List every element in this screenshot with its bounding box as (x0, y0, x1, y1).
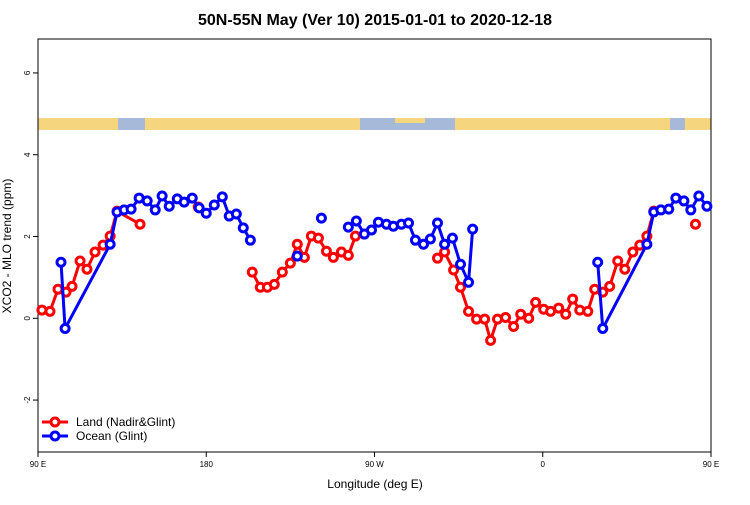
data-point (193, 202, 205, 214)
data-point (530, 296, 542, 308)
data-point (448, 264, 460, 276)
data-point (216, 191, 228, 203)
data-point (349, 230, 361, 242)
data-point (685, 204, 697, 216)
data-point (200, 207, 212, 219)
data-point (163, 200, 175, 212)
data-point (366, 224, 378, 236)
data-point (417, 238, 429, 250)
data-point (454, 281, 466, 293)
data-point (208, 199, 220, 211)
data-point (432, 217, 444, 229)
data-point (246, 266, 258, 278)
plot-frame (37, 38, 712, 453)
legend-label: Land (Nadir&Glint) (76, 415, 175, 429)
data-point (463, 276, 475, 288)
data-point (268, 278, 280, 290)
data-point (693, 190, 705, 202)
x-tick-label: 90 W (365, 460, 384, 469)
data-point (467, 223, 479, 235)
data-point (156, 190, 168, 202)
y-tick-label: 6 (23, 70, 32, 75)
data-point (508, 320, 520, 332)
x-tick-label: 0 (541, 460, 546, 469)
data-point (454, 258, 466, 270)
data-point (515, 308, 527, 320)
data-point (342, 221, 354, 233)
x-tick-label: 90 E (30, 460, 46, 469)
y-axis-label: XCO2 - MLO trend (ppm) (0, 179, 14, 314)
data-point (553, 302, 565, 314)
data-point (432, 252, 444, 264)
data-point (230, 208, 242, 220)
data-point (612, 255, 624, 267)
data-point (663, 203, 675, 215)
legend-item: Land (Nadir&Glint) (42, 415, 175, 429)
data-point (485, 334, 497, 346)
x-axis-label: Longitude (deg E) (327, 477, 422, 491)
data-point (582, 305, 594, 317)
y-tick-label: 0 (23, 316, 32, 321)
data-point (327, 251, 339, 263)
data-point (597, 323, 609, 335)
data-point (701, 200, 713, 212)
data-point (320, 245, 332, 257)
data-point (342, 249, 354, 261)
legend-item: Ocean (Glint) (42, 429, 147, 443)
legend-marker (49, 416, 61, 428)
data-point (134, 218, 146, 230)
data-point (523, 312, 535, 324)
data-point (604, 280, 616, 292)
data-point (403, 217, 415, 229)
chart-title: 50N-55N May (Ver 10) 2015-01-01 to 2020-… (198, 12, 552, 29)
data-point (312, 232, 324, 244)
data-point (55, 256, 67, 268)
data-point (627, 246, 639, 258)
x-tick-label: 90 E (703, 460, 719, 469)
data-point (125, 203, 137, 215)
series-line (59, 193, 709, 334)
y-tick-label: 4 (23, 152, 32, 157)
y-tick-label: -2 (23, 396, 32, 404)
data-point (500, 311, 512, 323)
data-point (439, 238, 451, 250)
data-point (244, 234, 256, 246)
data-point (74, 255, 86, 267)
data-point (291, 250, 303, 262)
data-point (284, 257, 296, 269)
data-point (424, 233, 436, 245)
legend-marker (49, 430, 61, 442)
data-point (59, 323, 71, 335)
legend-label: Ocean (Glint) (76, 429, 147, 443)
data-point (66, 280, 78, 292)
data-point (479, 313, 491, 325)
data-point (689, 218, 701, 230)
data-point (89, 246, 101, 258)
data-point (409, 234, 421, 246)
data-point (104, 238, 116, 250)
data-point (237, 222, 249, 234)
data-point (81, 263, 93, 275)
data-point (463, 305, 475, 317)
data-point (186, 192, 198, 204)
data-point (641, 238, 653, 250)
data-point (44, 305, 56, 317)
x-tick-label: 180 (200, 460, 214, 469)
data-point (446, 232, 458, 244)
data-point (291, 238, 303, 250)
map-strip (38, 118, 711, 130)
data-point (678, 195, 690, 207)
y-tick-label: 2 (23, 234, 32, 239)
data-point (567, 293, 579, 305)
data-point (178, 196, 190, 208)
data-point (276, 266, 288, 278)
data-point (350, 215, 362, 227)
data-point (315, 212, 327, 224)
data-point (592, 256, 604, 268)
data-point (149, 204, 161, 216)
data-point (560, 308, 572, 320)
data-point (619, 263, 631, 275)
data-point (141, 195, 153, 207)
